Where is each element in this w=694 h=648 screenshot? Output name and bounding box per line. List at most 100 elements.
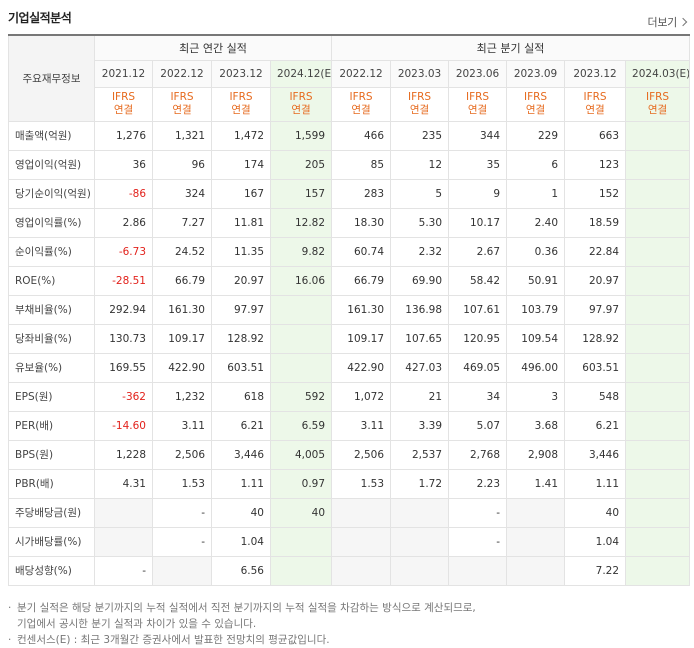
table-cell: 103.79 [506,294,566,325]
table-cell: 2.23 [448,468,508,499]
table-cell: 130.73 [94,323,153,354]
table-cell: 136.98 [390,294,450,325]
table-cell: 16.06 [269,265,333,296]
footnotes: · 분기 실적은 해당 분기까지의 누적 실적에서 직전 분기까지의 누적 실적을… [8,600,688,648]
table-cell: 324 [152,178,212,209]
table-cell: 97.97 [564,294,627,325]
ifrs-top: IFRS [523,91,548,103]
more-link[interactable]: 더보기 [648,14,688,30]
table-cell: 229 [506,120,566,151]
table-cell: - [448,497,508,528]
table-cell: 1,321 [152,120,212,151]
table-cell [331,526,392,557]
row-label: 유보율(%) [8,352,95,383]
table-cell: -28.51 [94,265,153,296]
table-cell: 66.79 [152,265,212,296]
ifrs-bottom: 연결 [467,104,488,116]
table-cell: 1,228 [94,439,153,470]
ifrs-bottom: 연결 [113,104,134,116]
table-cell [625,236,691,267]
table-cell [269,352,333,383]
table-cell: 344 [448,120,508,151]
ifrs-bottom: 연결 [231,104,251,116]
table-cell: 35 [448,149,508,180]
table-cell: 1.41 [506,468,566,499]
table-cell: 4,005 [269,439,333,470]
table-cell: -6.73 [94,236,153,267]
row-label: PER(배) [8,410,95,441]
row-label: ROE(%) [8,265,95,296]
ifrs-label: IFRS 연결 [152,86,212,122]
table-cell: 40 [269,497,333,528]
table-cell: 40 [211,497,271,528]
table-cell: 11.35 [211,236,271,267]
table-cell: 548 [564,381,627,412]
footnote-2: · 컨센서스(E) : 최근 3개월간 증권사에서 발표한 전망치의 평균값입니다… [8,634,330,646]
row-label: 영업이익(억원) [8,149,95,180]
table-cell: 18.30 [331,207,392,238]
table-cell: 5.07 [448,410,508,441]
period-header: 2021.12 [94,59,153,88]
table-cell: 1.04 [211,526,271,557]
table-cell: 292.94 [94,294,153,325]
ifrs-label: IFRS 연결 [331,86,392,122]
table-row: PBR(배) 4.31 1.53 1.11 0.97 1.53 1.72 2.23 1.41 1.… [8,468,691,499]
row-label: 영업이익률(%) [8,207,95,238]
ifrs-bottom: 연결 [351,104,371,116]
table-cell [448,555,508,586]
table-cell: 12.82 [269,207,333,238]
table-cell: 2.67 [448,236,508,267]
table-cell: - [448,526,508,557]
ifrs-top: IFRS [349,91,373,103]
table-cell: 1.04 [564,526,627,557]
table-cell: 6.21 [564,410,627,441]
table-cell: 69.90 [390,265,450,296]
row-label: 당좌비율(%) [8,323,95,354]
table-cell [390,526,450,557]
ifrs-top: IFRS [465,91,490,103]
table-cell: 1.72 [390,468,450,499]
ifrs-top: IFRS [407,91,432,103]
table-row: EPS(원) -362 1,232 618 592 1,072 21 34 3 548 [8,381,691,412]
footnote-2-text: 컨센서스(E) : 최근 3개월간 증권사에서 발표한 전망치의 평균값입니다. [17,634,330,646]
table-cell [625,497,691,528]
table-row: 영업이익률(%) 2.86 7.27 11.81 12.82 18.30 5.30 10.17… [8,207,691,238]
table-cell: 2,768 [448,439,508,470]
table-cell: 603.51 [211,352,271,383]
table-cell: 6.59 [269,410,333,441]
row-header: 주요재무정보 [8,34,95,122]
table-cell: 161.30 [152,294,212,325]
table-cell: 60.74 [331,236,392,267]
ifrs-bottom: 연결 [525,104,546,116]
table-cell: 6 [506,149,566,180]
table-cell [331,555,392,586]
table-cell [625,178,691,209]
table-cell [625,526,691,557]
table-cell: 283 [331,178,392,209]
table-cell: 3 [506,381,566,412]
ifrs-bottom: 연결 [172,104,192,116]
row-label: 배당성향(%) [8,555,95,586]
table-cell: 128.92 [564,323,627,354]
table-cell: 0.97 [269,468,333,499]
footnote-1-text: 분기 실적은 해당 분기까지의 누적 실적에서 직전 분기까지의 누적 실적을 … [17,602,476,614]
period-header: 2022.12 [331,59,392,88]
table-cell [390,555,450,586]
table-cell: 9.82 [269,236,333,267]
table-cell [625,294,691,325]
table-cell [625,207,691,238]
ifrs-label: IFRS 연결 [390,86,450,122]
table-cell: 496.00 [506,352,566,383]
table-cell: 7.27 [152,207,212,238]
ifrs-top: IFRS [645,91,670,103]
table-cell: 422.90 [152,352,212,383]
row-label: 당기순이익(억원) [8,178,95,209]
period-header: 2024.03(E) [625,59,691,88]
ifrs-label: IFRS 연결 [506,86,566,122]
table-cell [625,323,691,354]
table-cell [94,497,153,528]
table-cell: 12 [390,149,450,180]
table-cell [625,381,691,412]
ifrs-top: IFRS [229,91,253,103]
ifrs-top: IFRS [111,91,136,103]
